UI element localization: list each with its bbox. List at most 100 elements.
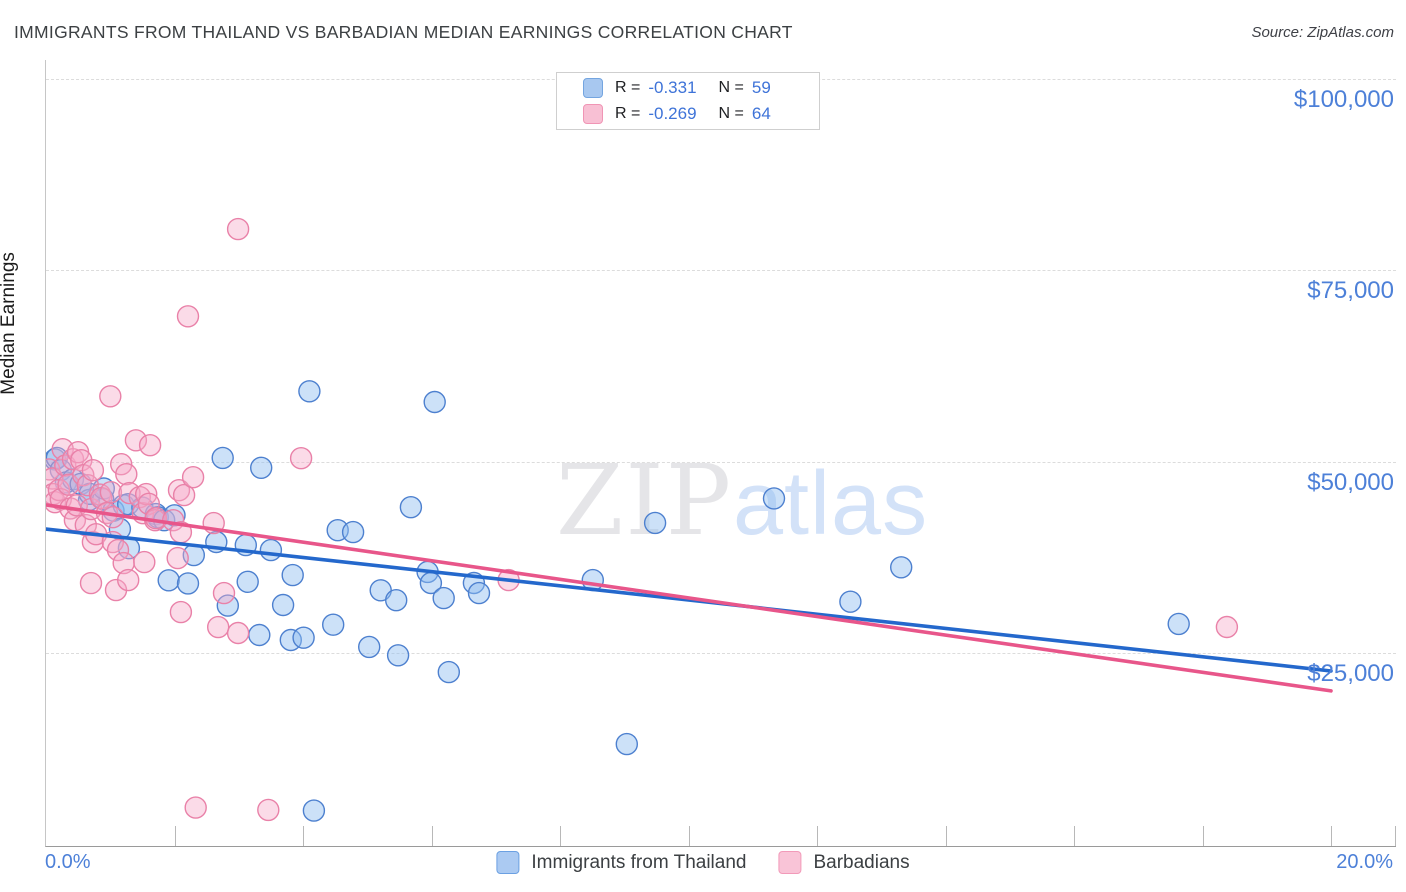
gridline-75000 [46,270,1396,272]
scatter-point-barbadian [257,798,280,822]
y-tick-label-25000: $25,000 [1307,660,1394,687]
x-tick-8 [560,826,561,846]
scatter-point-barbadian [124,429,148,452]
scatter-point-thailand [216,594,240,617]
scatter-point-barbadian [133,550,156,574]
scatter-point-barbadian [166,546,189,570]
x-tick-14 [945,826,947,846]
x-tick-6 [431,826,433,846]
thailand-swatch [583,78,603,98]
scatter-point-thailand [615,732,638,756]
scatter-point-barbadian [184,796,207,819]
scatter-point-barbadian [81,459,105,482]
x-tick-2 [174,826,176,846]
thailand-legend-swatch [496,851,520,874]
scatter-point-thailand [890,556,913,579]
y-tick-label-50000: $50,000 [1307,468,1394,496]
x-tick-12 [817,826,818,846]
x-tick-18 [1202,826,1204,846]
plot-area: ZIPatlas $100,000 $75,000 $50,000 $25,000 [45,60,1396,847]
scatter-point-barbadian [76,474,99,497]
scatter-point-thailand [358,635,381,659]
series-legend-barbadian: Barbadians [778,851,910,874]
n-label: N = [718,105,744,122]
scatter-point-barbadian [1215,615,1239,639]
scatter-point-barbadian [46,458,61,481]
scatter-point-barbadian [226,621,250,645]
scatter-point-thailand [385,589,408,612]
scatter-point-barbadian [115,463,138,486]
x-tick-4 [303,826,304,846]
scatter-point-thailand [467,581,491,605]
scatter-point-thailand [302,799,326,822]
y-tick-label-100000: $100,000 [1293,86,1394,114]
scatter-point-thailand [249,456,273,479]
series-legend: Immigrants from Thailand Barbadians [496,851,910,874]
x-tick-16 [1074,826,1075,846]
y-axis-label: Median Earnings [0,252,19,395]
scatter-point-thailand [643,511,667,535]
legend-row-barbadian: R = -0.269 N = 64 [583,103,809,125]
scatter-point-thailand [259,538,283,562]
scatter-point-barbadian [116,568,140,592]
barbadian-swatch [583,104,603,124]
scatter-point-thailand [281,563,304,587]
r-label: R = [615,105,641,122]
scatter-point-thailand [298,380,321,403]
scatter-point-thailand [762,487,786,510]
scatter-point-barbadian [176,305,200,328]
scatter-point-thailand [1167,612,1190,636]
scatter-point-barbadian [79,571,103,595]
scatter-point-barbadian [181,466,205,489]
scatter-point-thailand [322,613,345,636]
scatter-point-thailand [386,644,410,667]
gridline-25000 [46,653,1396,654]
scatter-point-barbadian [99,385,122,408]
x-axis-max-label: 20.0% [1336,851,1393,873]
r-value-thailand: -0.331 [648,78,697,97]
n-label: N = [718,79,744,96]
n-value-barbadian: 64 [751,104,771,123]
scatter-point-thailand [432,586,455,610]
r-value-barbadian: -0.269 [648,104,697,123]
y-tick-label-75000: $75,000 [1307,277,1394,305]
series-legend-thailand: Immigrants from Thailand [496,851,746,874]
scatter-point-barbadian [109,453,133,476]
scatter-point-thailand [839,590,862,613]
scatter-point-barbadian [137,492,161,515]
scatter-point-thailand [176,572,200,595]
scatter-point-barbadian [106,538,130,562]
scatter-point-barbadian [99,481,123,504]
page-title: IMMIGRANTS FROM THAILAND VS BARBADIAN ME… [14,22,793,42]
scatter-point-thailand [211,446,234,470]
source-credit: Source: ZipAtlas.com [1251,24,1394,41]
barbadian-legend-label: Barbadians [813,851,910,873]
scatter-point-thailand [437,660,460,684]
x-tick-10 [688,826,690,846]
trendline-thailand [46,527,1333,673]
scatter-point-barbadian [212,581,236,605]
scatter-point-thailand [341,520,365,544]
scatter-point-thailand [236,570,259,593]
scatter-point-barbadian [226,217,250,241]
x-axis-min-label: 0.0% [45,851,91,873]
scatter-point-thailand [157,569,180,592]
scatter-point-barbadian [169,600,193,624]
scatter-point-barbadian [206,615,230,639]
scatter-point-thailand [423,390,446,414]
scatter-layer [46,217,1333,822]
scatter-point-barbadian [172,483,196,507]
x-tick-21 [1395,826,1396,846]
trendline-barbadian [46,503,1333,693]
scatter-point-barbadian [138,434,162,457]
correlation-legend-box: R = -0.331 N = 59 R = -0.269 N = 64 [556,72,820,130]
r-label: R = [615,79,641,96]
n-value-thailand: 59 [751,78,771,97]
scatter-point-thailand [248,623,271,647]
barbadian-legend-swatch [778,851,802,874]
legend-row-thailand: R = -0.331 N = 59 [583,77,809,99]
scatter-point-barbadian [289,447,313,470]
x-tick-20 [1331,826,1332,846]
scatter-point-thailand [271,593,295,617]
gridline-50000 [46,461,1396,463]
